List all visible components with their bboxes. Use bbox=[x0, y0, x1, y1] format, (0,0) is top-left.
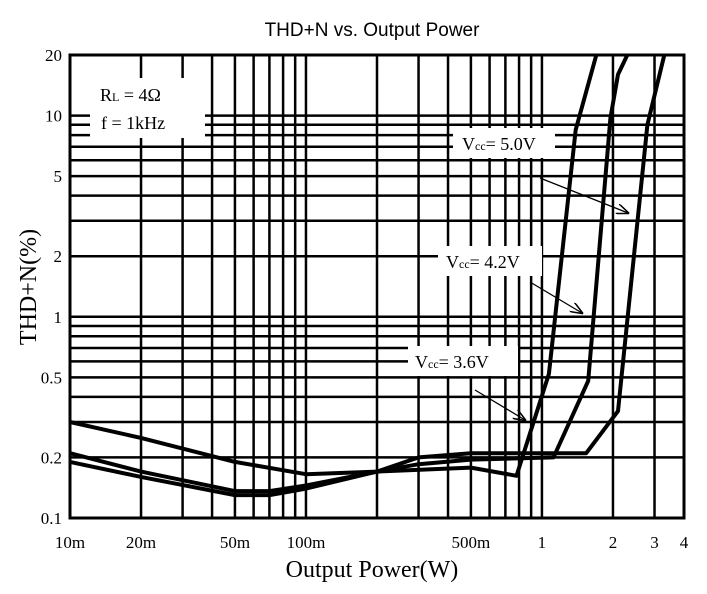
x-tick-label: 2 bbox=[609, 533, 618, 552]
y-tick-label: 5 bbox=[54, 167, 63, 186]
y-axis-label: THD+N(%) bbox=[16, 229, 42, 345]
y-tick-label: 0.2 bbox=[41, 448, 62, 467]
x-tick-label: 500m bbox=[452, 533, 491, 552]
series-labels: Vcc= 5.0V Vcc= 4.2V Vcc= 3.6V bbox=[415, 134, 628, 420]
x-tick-label: 50m bbox=[220, 533, 250, 552]
tick-labels: 10m 20m 50m 100m 500m 1 2 3 4 20 10 5 2 1 0.5 0.2 0.1 bbox=[41, 46, 689, 552]
curves bbox=[69, 54, 667, 498]
y-tick-label: 1 bbox=[54, 308, 63, 327]
load-resistance-label: RL = 4Ω bbox=[100, 85, 161, 105]
x-tick-label: 10m bbox=[55, 533, 85, 552]
series-line-3.6 bbox=[69, 54, 599, 478]
x-tick-label: 1 bbox=[538, 533, 547, 552]
label-arrow bbox=[529, 281, 582, 313]
series-label: Vcc= 3.6V bbox=[415, 352, 489, 372]
conditions-annotation: RL = 4Ω f = 1kHz bbox=[100, 85, 165, 133]
x-axis-label: Output Power(W) bbox=[286, 557, 459, 583]
series-line-4.2 bbox=[69, 54, 630, 494]
series-label: Vcc= 4.2V bbox=[446, 252, 520, 272]
x-tick-label: 20m bbox=[126, 533, 156, 552]
x-tick-label: 4 bbox=[680, 533, 689, 552]
chart-title: THD+N vs. Output Power bbox=[265, 20, 481, 41]
plot-frame bbox=[68, 53, 686, 520]
label-background bbox=[90, 78, 205, 138]
y-tick-label: 0.5 bbox=[41, 368, 62, 387]
frequency-label: f = 1kHz bbox=[101, 113, 165, 133]
x-tick-label: 100m bbox=[287, 533, 326, 552]
y-tick-label: 0.1 bbox=[41, 509, 62, 528]
series-line-5.0 bbox=[69, 54, 667, 498]
x-tick-label: 3 bbox=[650, 533, 659, 552]
label-background bbox=[438, 246, 542, 276]
y-tick-label: 20 bbox=[45, 46, 62, 65]
y-tick-label: 10 bbox=[45, 107, 62, 126]
label-background bbox=[408, 346, 518, 376]
label-background bbox=[453, 128, 555, 158]
series-label: Vcc= 5.0V bbox=[462, 134, 536, 154]
label-arrow bbox=[474, 389, 525, 420]
label-backgrounds bbox=[90, 78, 555, 376]
y-tick-label: 2 bbox=[54, 247, 63, 266]
label-arrow bbox=[539, 177, 628, 213]
